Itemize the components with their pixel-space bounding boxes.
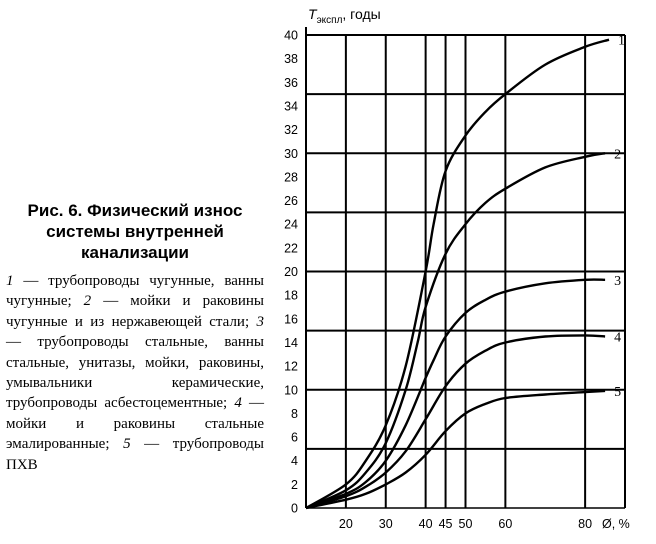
y-tick-label-22: 22 (284, 241, 298, 255)
legend-item-5: — трубопроводы ПХВ (6, 436, 264, 473)
y-tick-label-16: 16 (284, 312, 298, 326)
y-tick-label-34: 34 (284, 99, 298, 113)
y-tick-label-26: 26 (284, 194, 298, 208)
curve-label-3: 3 (614, 274, 621, 289)
y-axis-title-sub: экспл (317, 15, 343, 26)
x-tick-label-80: 80 (578, 517, 592, 531)
y-tick-label-30: 30 (284, 147, 298, 161)
legend-num-3: 3 (256, 313, 265, 330)
curve-label-2: 2 (614, 147, 621, 162)
y-tick-label-2: 2 (291, 478, 298, 492)
y-axis-title: Tэкспл, годы (308, 6, 381, 26)
x-axis-title: Ø, % (602, 517, 630, 531)
curve-1 (305, 38, 610, 510)
chart-curves (305, 38, 610, 510)
y-tick-label-24: 24 (284, 218, 298, 232)
curve-5 (305, 389, 606, 510)
y-tick-label-38: 38 (284, 52, 298, 66)
y-tick-label-40: 40 (284, 29, 298, 43)
legend-num-5: 5 (123, 436, 131, 453)
x-tick-label-20: 20 (339, 517, 353, 531)
y-tick-label-0: 0 (291, 502, 298, 516)
figure-title: Рис. 6. Физический износ системы внутрен… (27, 201, 243, 262)
curve-3 (305, 278, 606, 510)
y-tick-label-18: 18 (284, 289, 298, 303)
chart-grid (306, 34, 626, 508)
y-tick-label-28: 28 (284, 170, 298, 184)
curve-labels: 1 2 3 4 5 (614, 34, 625, 400)
figure-caption: Рис. 6. Физический износ системы внутрен… (6, 200, 264, 475)
legend-num-1: 1 (6, 273, 14, 289)
y-tick-label-14: 14 (284, 336, 298, 350)
x-tick-label-50: 50 (459, 517, 473, 531)
legend-item-4: — мойки и раковины стальные эмалированны… (6, 395, 264, 453)
legend-num-2: 2 (83, 293, 92, 310)
x-tick-label-40: 40 (419, 517, 433, 531)
curve-label-4: 4 (614, 331, 621, 346)
curve-4 (305, 334, 606, 510)
legend-item-1: — трубопроводы чугунные, ванны чугунные; (6, 273, 264, 310)
x-tick-label-30: 30 (379, 517, 393, 531)
y-tick-label-36: 36 (284, 76, 298, 90)
y-tick-label-12: 12 (284, 360, 298, 374)
x-tick-labels: 20 30 40 45 50 60 80 (339, 517, 592, 531)
y-tick-label-20: 20 (284, 265, 298, 279)
y-axis-title-rest: , годы (342, 6, 380, 22)
legend-item-2: — мойки и раковины чугунные и из нержаве… (6, 293, 264, 330)
y-axis-title-main: T (308, 6, 318, 22)
legend-item-3: — трубопроводы стальные, ванны стальные,… (6, 334, 264, 412)
legend-num-4: 4 (234, 395, 242, 412)
curve-2 (305, 152, 606, 510)
chart-axes (305, 27, 625, 509)
y-tick-label-4: 4 (291, 454, 298, 468)
legend-text: 1 — трубопроводы чугунные, ванны чугунны… (6, 271, 264, 475)
curve-label-5: 5 (614, 385, 621, 400)
y-tick-label-8: 8 (291, 407, 298, 421)
y-tick-label-32: 32 (284, 123, 298, 137)
curve-label-1: 1 (618, 34, 625, 49)
y-tick-label-6: 6 (291, 431, 298, 445)
x-tick-label-45: 45 (439, 517, 453, 531)
x-tick-label-60: 60 (498, 517, 512, 531)
y-tick-label-10: 10 (284, 383, 298, 397)
